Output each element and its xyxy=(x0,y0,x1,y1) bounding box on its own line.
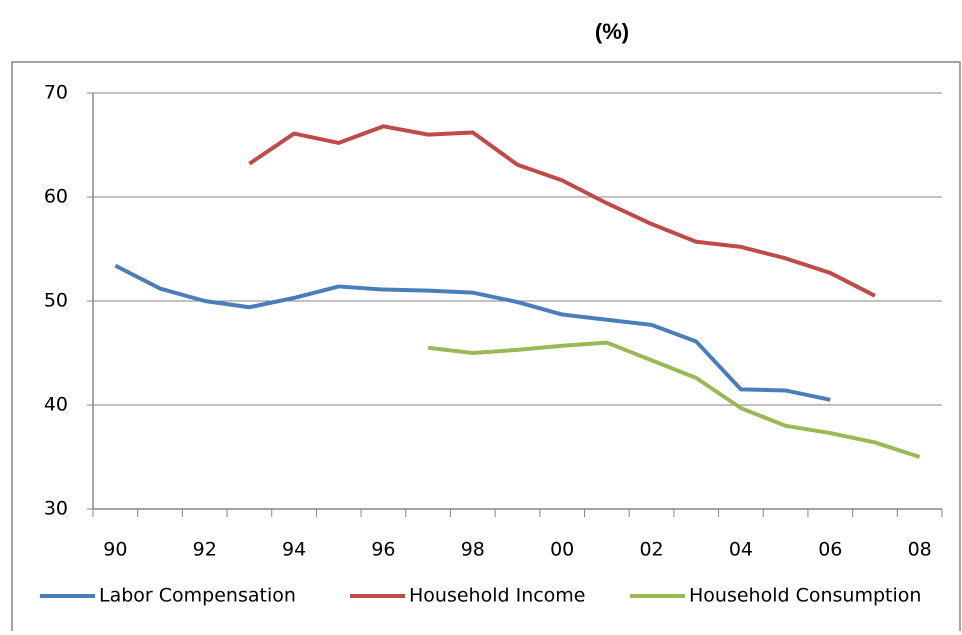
x-tick-label: 02 xyxy=(639,539,663,561)
data-line xyxy=(248,124,876,298)
y-tick-label: 60 xyxy=(44,186,68,208)
y-tick-label: 70 xyxy=(44,82,68,104)
x-tick-label: 98 xyxy=(461,539,485,561)
x-tick-label: 92 xyxy=(193,539,217,561)
chart-title: (%) xyxy=(595,19,629,44)
chart-border xyxy=(11,61,961,635)
x-tick-label: 94 xyxy=(282,539,306,561)
legend-label: Labor Compensation xyxy=(99,585,296,607)
y-tick-label: 50 xyxy=(44,290,68,312)
x-tick-label: 90 xyxy=(103,539,127,561)
x-tick-label: 00 xyxy=(550,539,574,561)
legend-label: Household Consumption xyxy=(689,585,921,607)
data-line xyxy=(427,340,921,459)
x-tick-label: 96 xyxy=(371,539,395,561)
x-tick-label: 04 xyxy=(729,539,753,561)
x-tick-label: 06 xyxy=(818,539,842,561)
legend-label: Household Income xyxy=(409,585,586,607)
x-tick-label: 08 xyxy=(908,539,932,561)
data-line xyxy=(114,263,831,402)
y-tick-label: 40 xyxy=(44,394,68,416)
y-tick-label: 30 xyxy=(44,498,68,520)
